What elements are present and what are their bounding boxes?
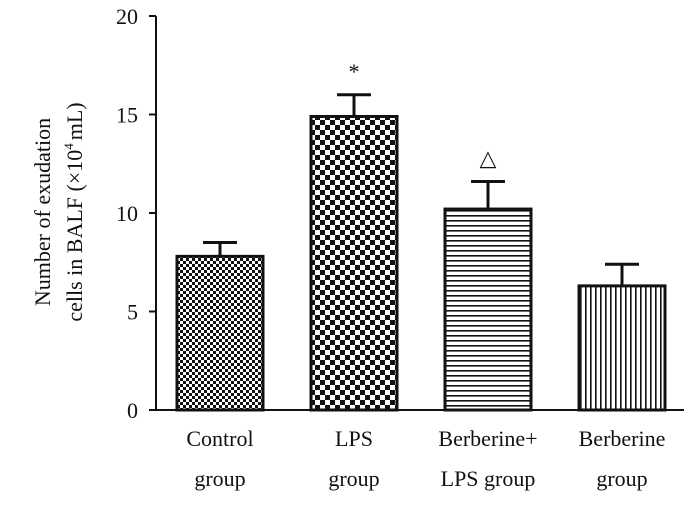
bar — [577, 284, 667, 412]
bar — [175, 254, 265, 412]
significance-marker: * — [349, 59, 360, 84]
significance-marker: △ — [480, 145, 497, 170]
category-label-line1: Berberine+ — [438, 426, 537, 451]
y-tick-label: 20 — [116, 4, 138, 29]
y-tick-label: 10 — [116, 201, 138, 226]
y-tick-label: 0 — [127, 398, 138, 423]
category-label-line2: group — [596, 466, 647, 491]
bar — [443, 207, 533, 412]
category-label-line1: Control — [186, 426, 253, 451]
category-labels: Control group LPS group Berberine+ LPS group B… — [186, 426, 665, 491]
category-label-line1: LPS — [335, 426, 373, 451]
y-tick-label: 15 — [116, 103, 138, 128]
bars: *△ — [175, 59, 667, 412]
y-axis-label-line2: cells in BALF (×104mL) — [61, 102, 87, 321]
bar — [309, 114, 399, 412]
category-label-line1: Berberine — [579, 426, 666, 451]
y-axis-label-line1: Number of exudation — [30, 118, 55, 306]
y-ticks: 0 5 10 15 20 — [116, 4, 156, 423]
y-axis-label: Number of exudation cells in BALF (×104m… — [30, 102, 87, 321]
category-label-line2: group — [328, 466, 379, 491]
category-label-line2: group — [194, 466, 245, 491]
category-label-line2: LPS group — [441, 466, 536, 491]
y-tick-label: 5 — [127, 300, 138, 325]
